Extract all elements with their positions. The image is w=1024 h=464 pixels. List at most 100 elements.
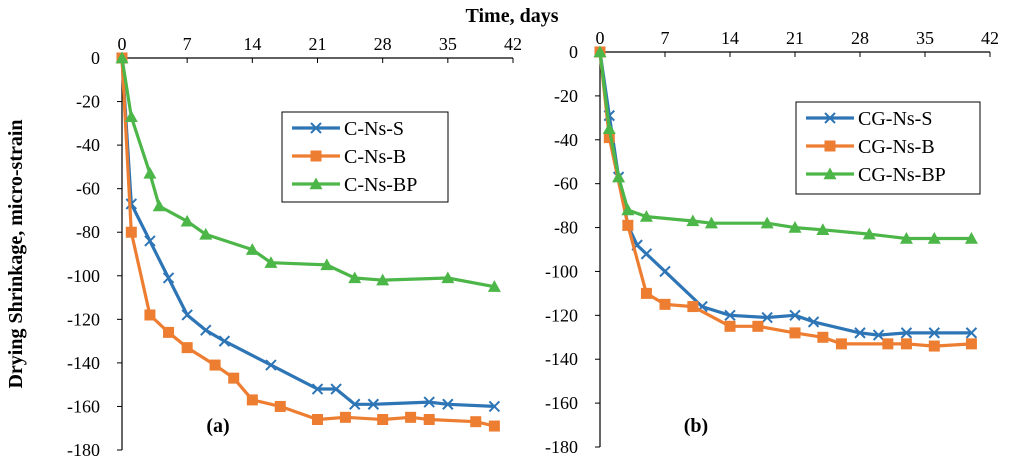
data-point: [330, 383, 342, 395]
data-point: [760, 216, 774, 229]
data-point: [816, 223, 830, 235]
data-point: [311, 383, 324, 395]
y-tick-label: -20: [76, 92, 100, 112]
y-tick-label: -140: [545, 349, 578, 369]
legend-label: C-Ns-BP: [344, 174, 417, 196]
y-tick-label: -100: [545, 261, 578, 281]
y-tick-label: -60: [76, 179, 100, 199]
series-line: [598, 51, 972, 241]
data-point: [376, 273, 390, 286]
x-tick-label: 0: [596, 28, 605, 48]
y-tick-label: -180: [67, 440, 100, 460]
data-point: [264, 256, 278, 268]
data-point: [377, 414, 389, 426]
legend-marker: [823, 167, 837, 180]
data-point: [143, 166, 157, 179]
series-line: [598, 51, 972, 348]
data-point: [817, 331, 829, 343]
data-point: [724, 320, 736, 332]
x-tick-label: 28: [851, 28, 869, 48]
data-point: [349, 398, 361, 410]
series-C-Ns-B: [116, 52, 500, 432]
data-point: [423, 396, 435, 408]
data-point: [640, 248, 653, 260]
data-point: [115, 51, 129, 64]
data-point: [181, 309, 193, 321]
y-tick-label: -80: [554, 218, 578, 238]
data-point: [245, 243, 259, 255]
data-point: [488, 420, 500, 432]
data-point: [612, 170, 626, 183]
series-C-Ns-BP: [115, 51, 501, 292]
data-point: [348, 271, 362, 284]
data-point: [686, 214, 700, 227]
data-point: [899, 232, 913, 244]
data-point: [659, 298, 671, 310]
data-point: [144, 235, 156, 247]
data-point: [724, 309, 736, 322]
legend-label: CG-Ns-S: [858, 108, 932, 130]
data-point: [339, 411, 351, 423]
data-point: [965, 327, 978, 339]
data-point: [200, 324, 212, 336]
x-tick-label: 35: [439, 34, 457, 54]
legend-marker: [310, 150, 322, 162]
y-axis-title: Drying Shrinkage, micro-strain: [5, 119, 27, 388]
data-point: [621, 203, 635, 216]
data-point: [965, 338, 977, 350]
legend-marker: [824, 112, 836, 124]
panel-label: (b): [684, 415, 708, 437]
data-point: [854, 327, 866, 339]
legend-label: C-Ns-B: [344, 146, 406, 168]
y-tick-label: -140: [67, 353, 100, 373]
x-tick-label: 0: [118, 34, 127, 54]
data-point: [162, 272, 175, 284]
data-point: [704, 216, 718, 229]
chart-panel-b: 0 7 14 21 28 35 42 0 -20 -40 -60 -80 -100 -120 -140 -16…: [545, 28, 999, 457]
x-tick-label: 28: [374, 34, 392, 54]
data-point: [687, 301, 699, 313]
data-point: [602, 122, 616, 135]
y-tick-label: 0: [569, 42, 578, 62]
series-CG-Ns-B: [594, 46, 977, 352]
data-point: [761, 311, 773, 324]
data-point: [180, 214, 194, 227]
data-point: [900, 327, 913, 339]
data-point: [312, 414, 323, 426]
data-point: [124, 110, 138, 122]
data-point: [639, 210, 653, 222]
x-tick-label: 42: [504, 34, 522, 54]
y-tick-label: -60: [554, 174, 578, 194]
data-point: [181, 342, 193, 354]
data-point: [228, 372, 240, 384]
data-point: [964, 232, 978, 244]
y-tick-label: -40: [76, 135, 100, 155]
x-tick-label: 21: [786, 28, 804, 48]
data-point: [807, 316, 820, 328]
data-point: [218, 335, 231, 347]
legend-label: C-Ns-S: [344, 118, 404, 140]
series-CG-Ns-BP: [593, 45, 978, 244]
x-tick-label: 14: [243, 34, 261, 54]
data-point: [152, 199, 166, 212]
y-tick-label: -120: [67, 309, 100, 329]
y-tick-label: -40: [554, 130, 578, 150]
legend-marker: [309, 177, 323, 190]
data-point: [622, 219, 634, 231]
data-point: [163, 326, 175, 338]
legend: C-Ns-S C-Ns-B C-Ns-BP: [281, 111, 449, 203]
data-point: [882, 338, 894, 350]
data-point: [441, 271, 455, 284]
data-point: [144, 309, 156, 321]
y-tick-label: -100: [67, 266, 100, 286]
data-point: [442, 398, 454, 410]
y-tick-label: -20: [554, 86, 578, 106]
data-point: [593, 45, 607, 58]
data-point: [488, 400, 501, 413]
y-tick-label: -160: [67, 396, 100, 416]
y-tick-label: -80: [76, 222, 100, 242]
panel-label: (a): [206, 415, 229, 437]
x-axis-title: Time, days: [466, 5, 559, 27]
series-line: [120, 57, 495, 408]
